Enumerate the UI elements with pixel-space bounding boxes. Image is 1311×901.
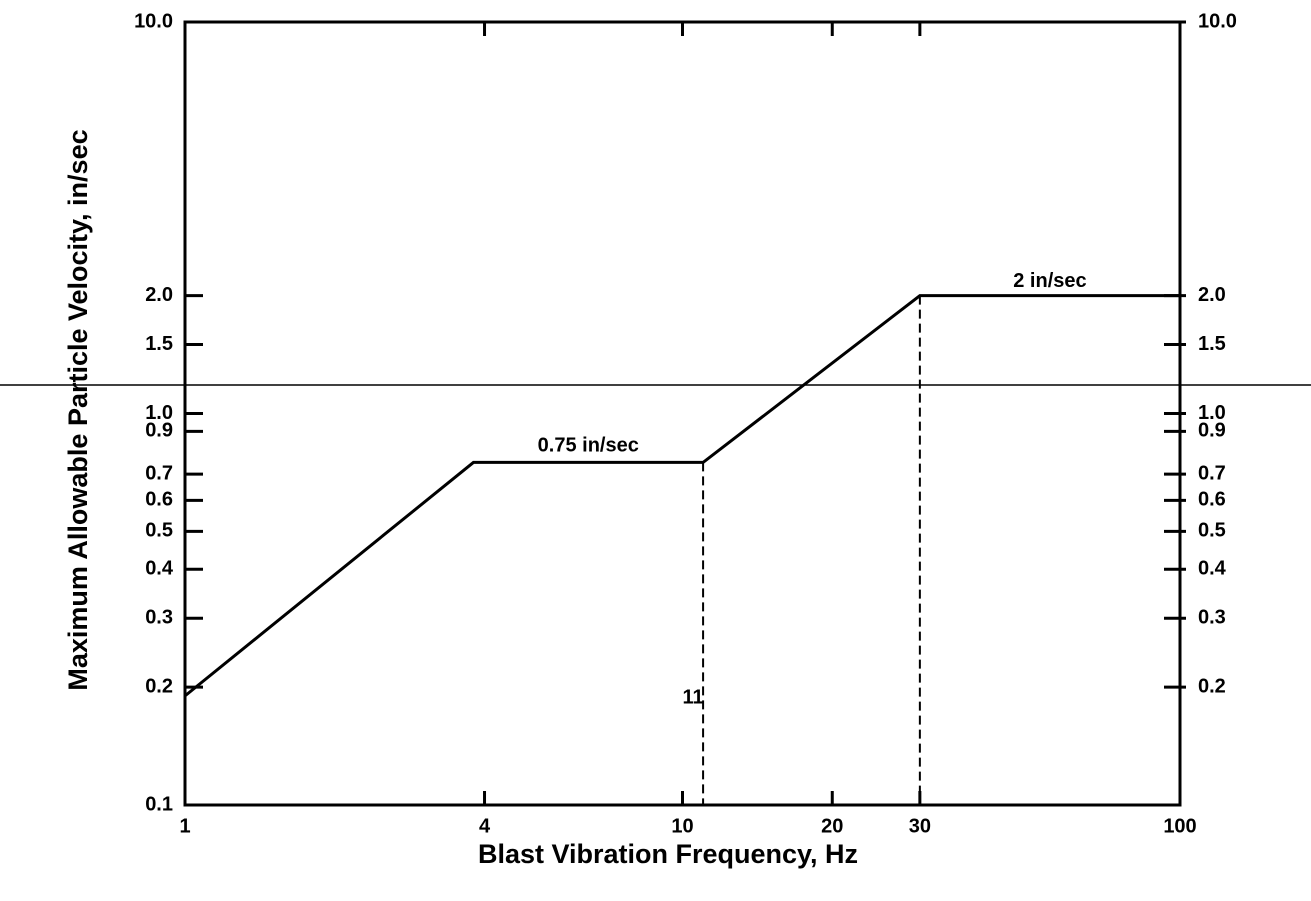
y2-tick-label: 1.5: [1198, 333, 1226, 355]
y2-tick-label: 0.6: [1198, 489, 1226, 511]
y2-tick-label: 2.0: [1198, 284, 1226, 306]
y-tick-label: 1.0: [145, 402, 173, 424]
y2-tick-label: 1.0: [1198, 402, 1226, 424]
y-tick-label: 0.1: [145, 793, 173, 815]
annotation: 2 in/sec: [1013, 270, 1086, 292]
x-tick-label: 20: [821, 815, 843, 837]
y-tick-label: 0.9: [145, 420, 173, 442]
y-tick-label: 1.5: [145, 333, 173, 355]
y-tick-label: 0.6: [145, 489, 173, 511]
x-tick-label: 1: [179, 815, 190, 837]
y2-tick-label: 0.9: [1198, 420, 1226, 442]
x-tick-label: 10: [671, 815, 693, 837]
annotation: 11: [683, 686, 704, 708]
y-tick-label: 0.7: [145, 462, 173, 484]
x-axis-label: Blast Vibration Frequency, Hz: [478, 839, 858, 869]
y-tick-label: 0.4: [145, 558, 174, 580]
y-tick-label: 0.2: [145, 675, 173, 697]
y2-tick-label: 0.5: [1198, 520, 1226, 542]
y-tick-label: 10.0: [134, 10, 173, 32]
y-tick-label: 0.5: [145, 520, 173, 542]
x-tick-label: 30: [909, 815, 931, 837]
y2-tick-label: 0.2: [1198, 675, 1226, 697]
y2-tick-label: 0.3: [1198, 606, 1226, 628]
y-tick-label: 0.3: [145, 606, 173, 628]
y2-tick-label: 0.7: [1198, 462, 1226, 484]
annotation: 0.75 in/sec: [538, 435, 639, 457]
x-tick-label: 4: [479, 815, 491, 837]
y-axis-label: Maximum Allowable Particle Velocity, in/…: [63, 129, 93, 690]
x-tick-label: 100: [1163, 815, 1196, 837]
y2-tick-label: 0.4: [1198, 558, 1227, 580]
y2-tick-label: 10.0: [1198, 10, 1237, 32]
y-tick-label: 2.0: [145, 284, 173, 306]
